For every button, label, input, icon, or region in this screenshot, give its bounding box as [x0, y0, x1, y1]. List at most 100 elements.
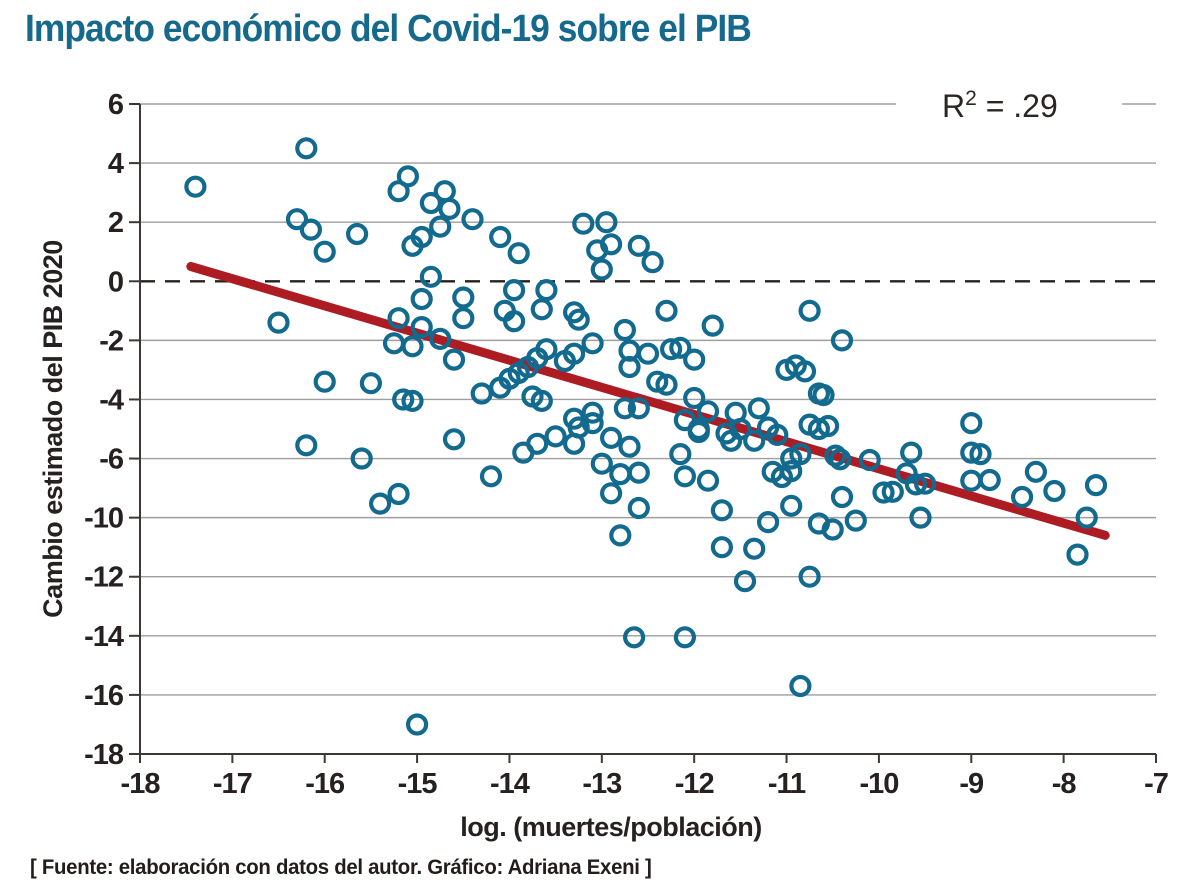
- scatter-point: [442, 348, 466, 371]
- scatter-point: [406, 713, 429, 736]
- scatter-point: [669, 336, 692, 359]
- scatter-point: [733, 570, 757, 593]
- scatter-point: [429, 327, 452, 350]
- scatter-point: [683, 348, 706, 371]
- scatter-point: [392, 388, 415, 411]
- scatter-point: [479, 465, 503, 488]
- scatter-point: [798, 299, 821, 322]
- scatter-point: [830, 485, 854, 509]
- scatter-point: [599, 426, 623, 449]
- scatter-point: [609, 463, 632, 486]
- scatter-point: [913, 472, 937, 495]
- scatter-point: [489, 376, 512, 399]
- scatter-point: [567, 416, 590, 439]
- scatter-point: [442, 428, 466, 451]
- scatter-point: [613, 318, 637, 342]
- scatter-point: [419, 191, 442, 215]
- scatter-point: [507, 242, 530, 265]
- x-tick-label: -14: [490, 768, 530, 800]
- scatter-point: [429, 215, 452, 238]
- scatter-point: [881, 480, 904, 503]
- scatter-point: [387, 307, 410, 330]
- r-squared-label: R2 = .29: [942, 87, 1058, 124]
- scatter-point: [489, 225, 512, 249]
- scatter-point: [396, 165, 419, 188]
- scatter-point: [382, 332, 406, 355]
- scatter-point: [530, 389, 553, 412]
- scatter-point: [544, 425, 567, 448]
- scatter-point: [452, 307, 475, 330]
- scatter-point: [687, 417, 710, 441]
- scatter-point: [816, 414, 840, 438]
- scatter-point: [673, 465, 697, 488]
- x-tick-label: -13: [582, 768, 622, 800]
- y-tick-label: -14: [84, 621, 124, 653]
- y-tick-label: -4: [99, 384, 124, 416]
- scatter-point: [567, 308, 590, 331]
- scatter-point: [410, 287, 433, 311]
- scatter-point: [299, 218, 322, 241]
- scatter-point: [756, 510, 780, 534]
- scatter-point: [904, 473, 928, 496]
- scatter-point: [387, 482, 410, 506]
- scatter-point: [844, 509, 867, 532]
- trend-line: [186, 262, 1110, 540]
- scatter-point: [793, 360, 817, 383]
- scatter-point: [410, 316, 433, 339]
- scatter-point: [636, 342, 660, 365]
- scatter-point: [798, 565, 821, 588]
- scatter-point: [780, 494, 803, 517]
- scatter-point: [562, 342, 586, 365]
- scatter-point: [627, 496, 650, 520]
- scatter-point: [285, 208, 309, 231]
- scatter-point: [295, 137, 318, 160]
- scatter-point: [960, 441, 983, 464]
- scatter-point: [978, 468, 1001, 492]
- source-note: [ Fuente: elaboración con datos del auto…: [30, 856, 652, 879]
- scatter-point: [595, 211, 618, 234]
- scatter-point: [821, 518, 844, 541]
- scatter-point: [346, 222, 369, 246]
- scatter-point: [359, 372, 382, 395]
- x-tick-label: -16: [305, 768, 345, 800]
- scatter-point: [433, 180, 456, 203]
- scatter-point: [872, 481, 895, 504]
- scatter-point: [655, 299, 678, 322]
- y-tick-label: -16: [84, 680, 124, 712]
- scatter-point: [696, 400, 720, 423]
- x-axis-title: log. (muertes/población): [460, 812, 762, 842]
- x-tick-label: -10: [859, 768, 898, 800]
- scatter-point: [419, 265, 442, 288]
- y-tick-label: -2: [99, 325, 123, 357]
- scatter-point: [350, 447, 373, 470]
- scatter-point: [461, 208, 484, 231]
- scatter-point: [530, 298, 553, 321]
- scatter-point: [789, 674, 812, 698]
- scatter-point: [858, 448, 881, 472]
- y-axis-title: Cambio estimado del PIB 2020: [38, 240, 68, 618]
- r-squared-backdrop: [896, 84, 1122, 122]
- scatter-point: [613, 397, 637, 420]
- scatter-point: [313, 370, 336, 393]
- scatter-point: [627, 234, 650, 257]
- scatter-point: [696, 469, 720, 492]
- scatter-point: [909, 506, 932, 529]
- x-tick-label: -15: [398, 768, 438, 800]
- page-title: Impacto económico del Covid-19 sobre el …: [25, 8, 752, 50]
- scatter-point: [622, 626, 646, 649]
- scatter-point: [627, 461, 650, 484]
- scatter-point: [747, 397, 770, 420]
- scatter-point: [313, 240, 336, 263]
- scatter-point: [369, 492, 392, 515]
- x-tick-label: -8: [1052, 768, 1077, 800]
- scatter-point: [438, 197, 461, 220]
- scatter-point: [1043, 479, 1066, 503]
- scatter-point: [969, 443, 992, 466]
- scatter-point: [669, 443, 692, 466]
- scatter-point: [627, 397, 650, 420]
- scatter-point: [526, 432, 549, 455]
- scatter-point: [581, 332, 604, 355]
- x-tick-label: -7: [1144, 768, 1168, 800]
- scatter-point: [780, 460, 803, 483]
